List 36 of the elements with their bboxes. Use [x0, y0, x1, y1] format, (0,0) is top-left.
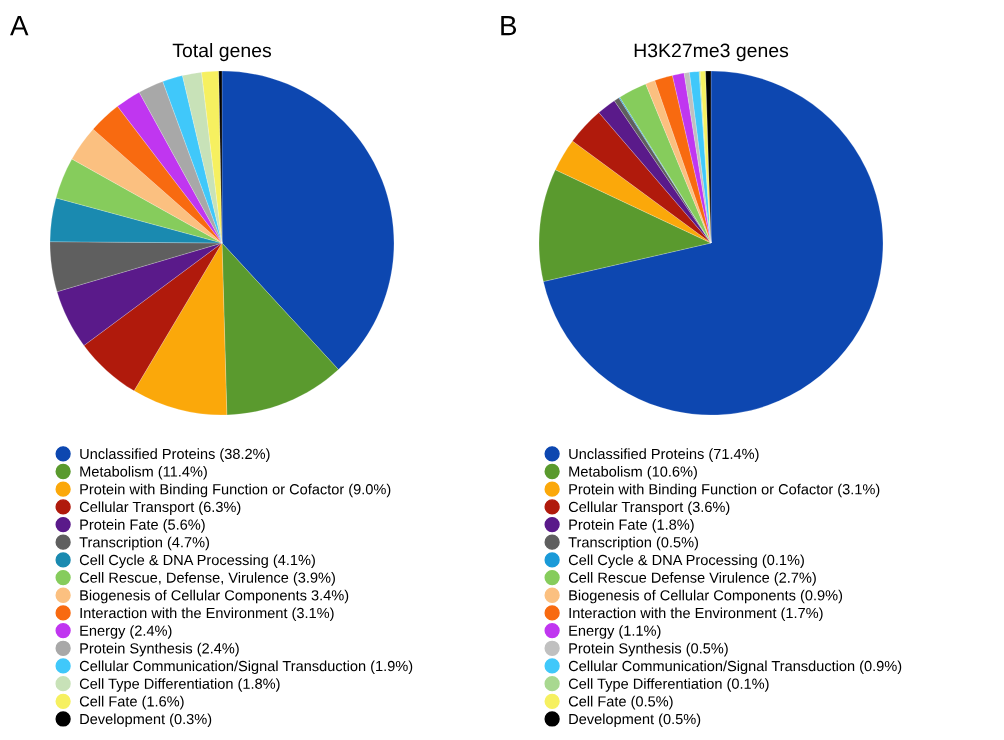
legend-label: Cell Rescue Defense Virulence (2.7%): [568, 572, 816, 586]
legend-label: Protein Synthesis (2.4%): [80, 642, 239, 657]
legend-label: Biogenesis of Cellular Components 3.4%): [80, 589, 349, 604]
legend-label: Cellular Transport (3.6%): [568, 501, 730, 515]
legend-label: Protein Fate (1.8%): [569, 519, 694, 533]
legend-label: Cellular Transport (6.3%): [79, 501, 241, 515]
legend-label: Transcription (4.7%): [79, 536, 210, 551]
legend-label: Metabolism (11.4%): [80, 466, 207, 480]
legend-label: Cell Fate (0.5%): [568, 695, 673, 710]
legend-label: Unclassified Proteins (71.4%): [569, 448, 759, 462]
legend-label: Transcription (0.5%): [568, 536, 699, 551]
legend-label: Development (0.3%): [80, 713, 212, 728]
legend-label: Cell Rescue, Defense, Virulence (3.9%): [79, 572, 335, 586]
legend-label: Cell Type Differentiation (0.1%): [568, 678, 769, 692]
chart-title: H3K27me3 genes: [634, 43, 789, 62]
legend-label: Cell Cycle & DNA Processing (0.1%): [568, 554, 804, 569]
legend-label: Cell Type Differentiation (1.8%): [79, 678, 280, 692]
legend-label: Protein Synthesis (0.5%): [569, 642, 728, 657]
legend-label: Interaction with the Environment (3.1%): [80, 607, 334, 622]
legend-label: Cell Fate (1.6%): [79, 695, 184, 710]
text: A: [10, 16, 29, 36]
text: B: [501, 16, 517, 36]
legend-label: Interaction with the Environment (1.7%): [569, 607, 823, 622]
legend-label: Energy (1.1%): [569, 625, 661, 639]
legend-label: Biogenesis of Cellular Components (0.9%): [569, 589, 843, 604]
legend-label: Cellular Communication/Signal Transduction (1.9%): [79, 660, 413, 675]
legend-label: Cellular Communication/Signal Transduction (0.9%): [568, 660, 902, 675]
legend-label: Protein with Binding Function or Cofactor (9.0%): [80, 483, 391, 498]
legend-label: Cell Cycle & DNA Processing (4.1%): [79, 554, 315, 569]
legend-label: Protein Fate (5.6%): [80, 519, 205, 533]
chart-title: Total genes: [172, 43, 272, 62]
legend-label: Energy (2.4%): [80, 625, 172, 639]
legend-label: Unclassified Proteins (38.2%): [80, 448, 270, 462]
legend-label: Protein with Binding Function or Cofactor (3.1%): [569, 483, 880, 498]
legend-label: Development (0.5%): [569, 713, 701, 728]
legend-label: Metabolism (10.6%): [569, 466, 697, 480]
